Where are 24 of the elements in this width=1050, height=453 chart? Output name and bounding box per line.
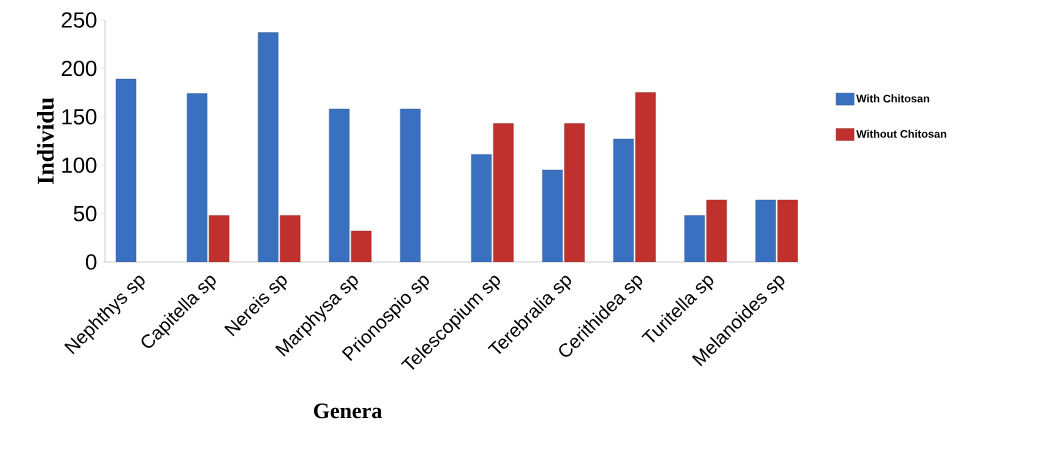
bar (564, 123, 585, 262)
bar (400, 108, 421, 262)
y-axis-title: Individu (36, 97, 54, 185)
bar (329, 108, 350, 262)
bar (493, 123, 514, 262)
bar (706, 199, 727, 262)
bar (755, 199, 776, 262)
y-tick-label: 150 (62, 109, 97, 125)
y-tick-label: 0 (85, 254, 97, 270)
legend-label: Without Chitosan (856, 129, 947, 138)
bar (635, 92, 656, 262)
y-tick-label: 50 (73, 205, 97, 222)
bar (542, 169, 563, 262)
y-tick-label: 250 (61, 12, 97, 28)
bar (613, 138, 634, 262)
legend-label: With Chitosan (856, 94, 930, 103)
bar (257, 32, 279, 262)
x-axis-title: Genera (313, 403, 382, 419)
bar (279, 215, 301, 262)
bar (471, 154, 492, 262)
y-tick-label: 100 (62, 157, 97, 173)
bar (777, 199, 798, 262)
bar (684, 215, 705, 262)
y-tick-label: 200 (61, 60, 97, 77)
